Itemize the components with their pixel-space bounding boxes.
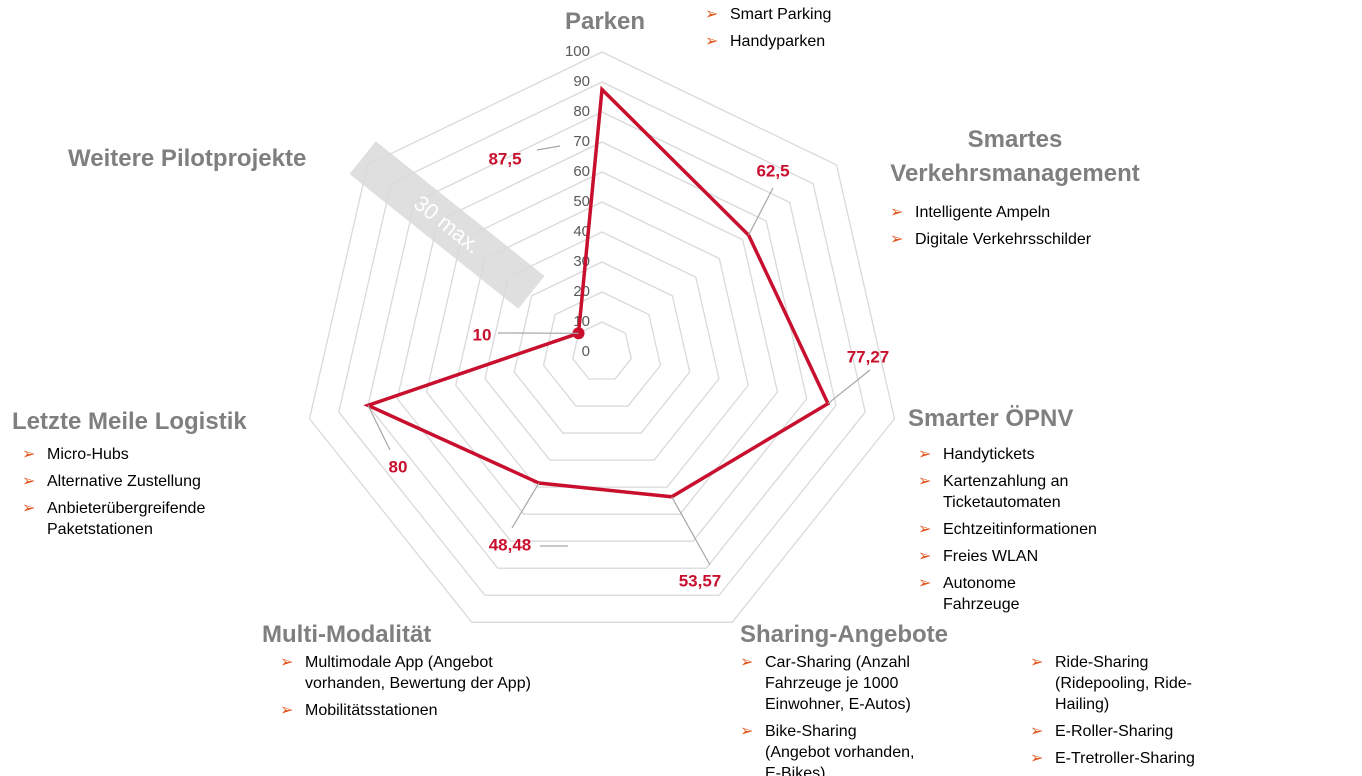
grid-ring [425, 171, 779, 515]
bullet-item: Autonome Fahrzeuge [918, 573, 1093, 615]
bullet-item: Handyparken [705, 31, 925, 52]
bullet-item: E-Tretroller-Sharing [1030, 748, 1230, 769]
category-label: Parken [564, 8, 646, 35]
y-tick-label: 90 [573, 73, 590, 90]
bullet-item: Micro-Hubs [22, 444, 262, 465]
category-label: Weitere Pilotprojekte [68, 145, 307, 172]
data-label: 62,5 [756, 161, 789, 180]
bullet-item: Freies WLAN [918, 546, 1093, 567]
bullet-item: Handytickets [918, 444, 1093, 465]
bullet-list: Car-Sharing (Anzahl Fahrzeuge je 1000 Ei… [740, 652, 920, 776]
bullet-item: Bike-Sharing (Angebot vorhanden, E-Bikes… [740, 721, 920, 776]
y-tick-label: 80 [573, 103, 590, 120]
series-line [363, 85, 831, 499]
leader-line [827, 369, 871, 405]
bullet-item: Car-Sharing (Anzahl Fahrzeuge je 1000 Ei… [740, 652, 920, 715]
grid-ring [338, 81, 866, 596]
bullet-list: Micro-Hubs Alternative Zustellung Anbieter… [22, 444, 262, 546]
y-tick-label: 100 [565, 43, 590, 60]
data-label: 48,48 [489, 535, 532, 554]
grid-ring [308, 51, 896, 623]
leader-line [671, 496, 711, 566]
y-tick-label: 70 [573, 133, 590, 150]
grid-ring [455, 201, 749, 488]
leader-line [536, 145, 561, 151]
bullet-list: Handytickets Kartenzahlung an Ticketautom… [918, 444, 1097, 621]
bullet-item: Alternative Zustellung [22, 471, 262, 492]
bullet-item: Multimodale App (Angebot vorhanden, Bewe… [280, 652, 550, 694]
leader-line [748, 187, 774, 236]
data-label: 87,5 [488, 149, 521, 168]
bullet-item: Intelligente Ampeln [890, 202, 1190, 223]
data-label: 10 [473, 325, 492, 344]
bullet-item: Anbieterübergreifende Paketstationen [22, 498, 262, 540]
bullet-item: E-Roller-Sharing [1030, 721, 1230, 742]
category-label: Sharing-Angebote [740, 621, 948, 648]
grid-ring [396, 141, 808, 542]
bullet-item: Echtzeitinformationen [918, 519, 1097, 540]
leader-line [511, 482, 540, 529]
bullet-list: Ride-Sharing (Ridepooling, Ride-Hailing)… [1030, 652, 1230, 775]
category-label: Multi-Modalität [262, 621, 432, 648]
y-tick-label: 40 [573, 223, 590, 240]
data-label: 53,57 [679, 571, 722, 590]
bullet-item: Ride-Sharing (Ridepooling, Ride-Hailing) [1030, 652, 1230, 715]
y-tick-label: 0 [582, 343, 590, 360]
y-tick-label: 10 [573, 313, 590, 330]
bullet-list: Multimodale App (Angebot vorhanden, Bewe… [280, 652, 550, 727]
grid-ring [367, 111, 837, 569]
data-label: 80 [389, 457, 408, 476]
bullet-item: Kartenzahlung an Ticketautomaten [918, 471, 1093, 513]
bullet-item: Smart Parking [705, 4, 925, 25]
grid-ring [542, 291, 662, 407]
category-label: Letzte Meile Logistik [12, 408, 247, 435]
data-label: 77,27 [847, 347, 890, 366]
annotation-bg [349, 141, 545, 309]
bullet-item: Digitale Verkehrsschilder [890, 229, 1190, 250]
bullet-list: Smart Parking Handyparken [705, 4, 925, 58]
grid-ring [513, 261, 691, 434]
category-label: Smarter ÖPNV [908, 405, 1074, 432]
leader-line [367, 405, 391, 451]
y-tick-label: 60 [573, 163, 590, 180]
category-label: Smartes Verkehrsmanagement [890, 126, 1140, 187]
y-tick-label: 50 [573, 193, 590, 210]
bullet-list: Intelligente Ampeln Digitale Verkehrsschi… [890, 202, 1190, 256]
bullet-item: Mobilitätsstationen [280, 700, 550, 721]
